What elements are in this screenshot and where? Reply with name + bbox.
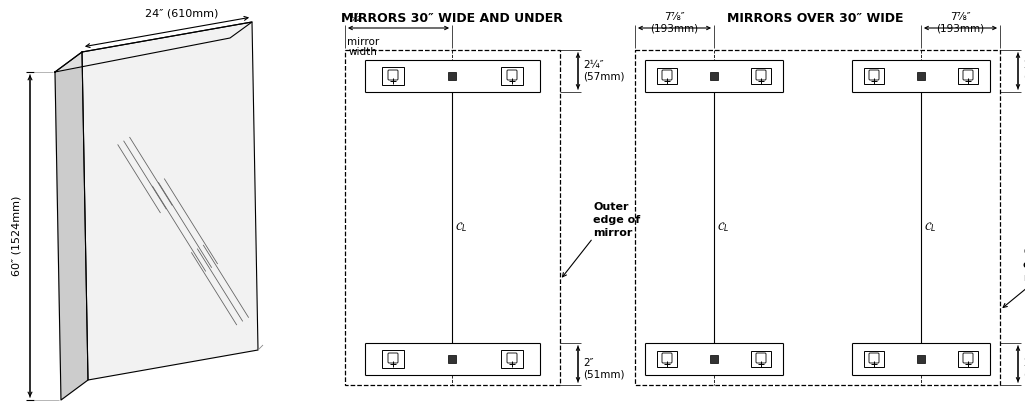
Text: 2¼″
(57mm): 2¼″ (57mm) xyxy=(1023,60,1025,82)
Bar xyxy=(448,355,456,363)
Bar xyxy=(382,67,404,85)
Text: ½: ½ xyxy=(350,13,361,23)
Text: 7⅞″
(193mm): 7⅞″ (193mm) xyxy=(936,12,984,34)
Bar xyxy=(636,50,1000,385)
Bar xyxy=(448,72,456,80)
Text: 2¼″
(57mm): 2¼″ (57mm) xyxy=(583,60,624,82)
Text: 2″
(51mm): 2″ (51mm) xyxy=(1023,358,1025,380)
Text: 2″
(51mm): 2″ (51mm) xyxy=(583,358,624,380)
Polygon shape xyxy=(55,22,252,72)
Bar xyxy=(751,351,771,367)
Bar xyxy=(382,350,404,368)
Bar xyxy=(917,72,925,80)
Text: $\mathcal{C}_L$: $\mathcal{C}_L$ xyxy=(718,220,730,234)
FancyBboxPatch shape xyxy=(756,70,766,80)
Text: 7⅞″
(193mm): 7⅞″ (193mm) xyxy=(650,12,698,34)
FancyBboxPatch shape xyxy=(662,70,672,80)
FancyBboxPatch shape xyxy=(662,353,672,363)
FancyBboxPatch shape xyxy=(507,70,517,80)
Text: MIRRORS OVER 30″ WIDE: MIRRORS OVER 30″ WIDE xyxy=(727,12,903,25)
Text: $\mathcal{C}_L$: $\mathcal{C}_L$ xyxy=(924,220,936,234)
FancyBboxPatch shape xyxy=(964,70,973,80)
Bar xyxy=(864,351,884,367)
Bar xyxy=(710,72,717,80)
FancyBboxPatch shape xyxy=(388,70,398,80)
Bar xyxy=(501,67,523,85)
Bar xyxy=(657,351,676,367)
Text: width: width xyxy=(348,47,377,57)
Text: MIRRORS 30″ WIDE AND UNDER: MIRRORS 30″ WIDE AND UNDER xyxy=(341,12,563,25)
Text: mirror: mirror xyxy=(346,37,379,47)
FancyBboxPatch shape xyxy=(756,353,766,363)
FancyBboxPatch shape xyxy=(869,353,879,363)
FancyBboxPatch shape xyxy=(964,353,973,363)
Bar xyxy=(501,350,523,368)
Text: $\mathcal{C}_L$: $\mathcal{C}_L$ xyxy=(455,220,467,234)
Bar xyxy=(345,50,560,385)
Text: 24″ (610mm): 24″ (610mm) xyxy=(146,9,218,19)
Polygon shape xyxy=(55,52,88,400)
Text: Outer
edge of
mirror: Outer edge of mirror xyxy=(593,202,641,238)
Text: 60″ (1524mm): 60″ (1524mm) xyxy=(12,196,22,276)
Bar xyxy=(958,68,978,84)
Text: Outer
edge of
mirror: Outer edge of mirror xyxy=(1023,247,1025,283)
FancyBboxPatch shape xyxy=(388,353,398,363)
Polygon shape xyxy=(82,22,258,380)
FancyBboxPatch shape xyxy=(507,353,517,363)
Bar xyxy=(751,68,771,84)
Bar xyxy=(917,355,925,363)
Bar xyxy=(958,351,978,367)
Bar xyxy=(657,68,676,84)
FancyBboxPatch shape xyxy=(869,70,879,80)
Bar xyxy=(864,68,884,84)
Bar xyxy=(710,355,717,363)
